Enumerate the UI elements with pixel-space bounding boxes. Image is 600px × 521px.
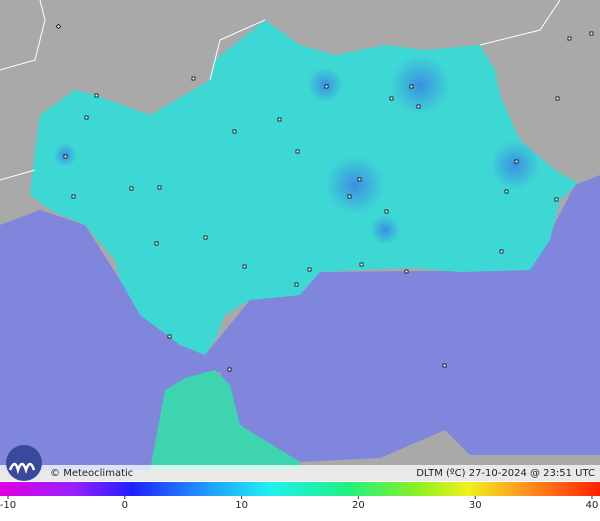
caption: DLTM (ºC) 27-10-2024 @ 23:51 UTC	[416, 468, 595, 479]
colorbar-tick-label: 40	[586, 500, 599, 511]
colorbar-tick-label: 20	[352, 500, 365, 511]
colorbar-ticks: -10 0 10 20 30 40	[0, 496, 598, 511]
colorbar	[0, 482, 600, 496]
borders	[0, 0, 561, 181]
brand-name: Meteoclimatic	[63, 468, 133, 479]
colorbar-tick-label: 30	[469, 500, 482, 511]
colorbar-tick-label: 0	[122, 500, 128, 511]
logo	[6, 445, 42, 481]
cold-spots	[53, 55, 540, 245]
stations	[55, 23, 594, 372]
brand: © Meteoclimatic	[50, 468, 133, 479]
sea	[0, 175, 600, 470]
caption-strip	[0, 465, 600, 481]
colorbar-tick-label: 10	[235, 500, 248, 511]
colorbar-tick-label: -10	[0, 500, 16, 511]
morocco	[150, 370, 300, 470]
